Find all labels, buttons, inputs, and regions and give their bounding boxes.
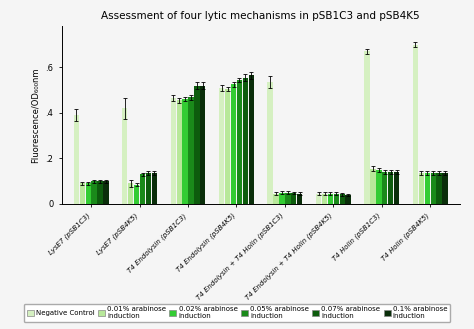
Bar <box>334 194 339 204</box>
Bar <box>97 181 103 204</box>
Bar <box>376 170 382 204</box>
Bar <box>248 75 254 204</box>
Bar <box>388 172 393 204</box>
Bar <box>146 173 151 204</box>
Bar <box>176 100 182 204</box>
Bar <box>267 82 273 204</box>
Bar <box>182 99 188 204</box>
Bar <box>103 181 109 204</box>
Bar <box>200 86 205 204</box>
Bar <box>346 195 351 204</box>
Bar <box>237 80 242 204</box>
Bar <box>365 51 370 204</box>
Bar <box>297 194 302 204</box>
Bar <box>273 194 279 204</box>
Bar <box>122 108 128 204</box>
Bar <box>194 86 200 204</box>
Bar <box>382 172 387 204</box>
Bar <box>128 184 133 204</box>
Bar <box>85 184 91 204</box>
Bar <box>231 85 236 204</box>
Bar <box>279 192 284 204</box>
Bar <box>219 88 224 204</box>
Bar <box>437 173 442 204</box>
Bar <box>328 194 333 204</box>
Bar <box>394 172 399 204</box>
Bar <box>140 174 145 204</box>
Bar <box>425 173 430 204</box>
Bar <box>316 194 321 204</box>
Bar <box>91 181 97 204</box>
Bar <box>285 192 291 204</box>
Bar <box>413 44 418 204</box>
Bar <box>243 78 248 204</box>
Bar <box>74 115 79 204</box>
Bar <box>442 173 447 204</box>
Bar <box>419 173 424 204</box>
Bar <box>430 173 436 204</box>
Legend: Negative Control, 0.01% arabinose
induction, 0.02% arabinose
induction, 0.05% ar: Negative Control, 0.01% arabinose induct… <box>24 304 450 322</box>
Title: Assessment of four lytic mechanisms in pSB1C3 and pSB4K5: Assessment of four lytic mechanisms in p… <box>101 12 420 21</box>
Bar <box>80 184 85 204</box>
Bar <box>171 98 176 204</box>
Bar <box>291 193 296 204</box>
Bar <box>322 194 327 204</box>
Bar <box>152 173 157 204</box>
Bar <box>370 169 375 204</box>
Y-axis label: Fluorescence/OD₆₀₀nm: Fluorescence/OD₆₀₀nm <box>31 67 40 163</box>
Bar <box>188 97 194 204</box>
Bar <box>225 89 230 204</box>
Bar <box>134 185 139 204</box>
Bar <box>339 194 345 204</box>
